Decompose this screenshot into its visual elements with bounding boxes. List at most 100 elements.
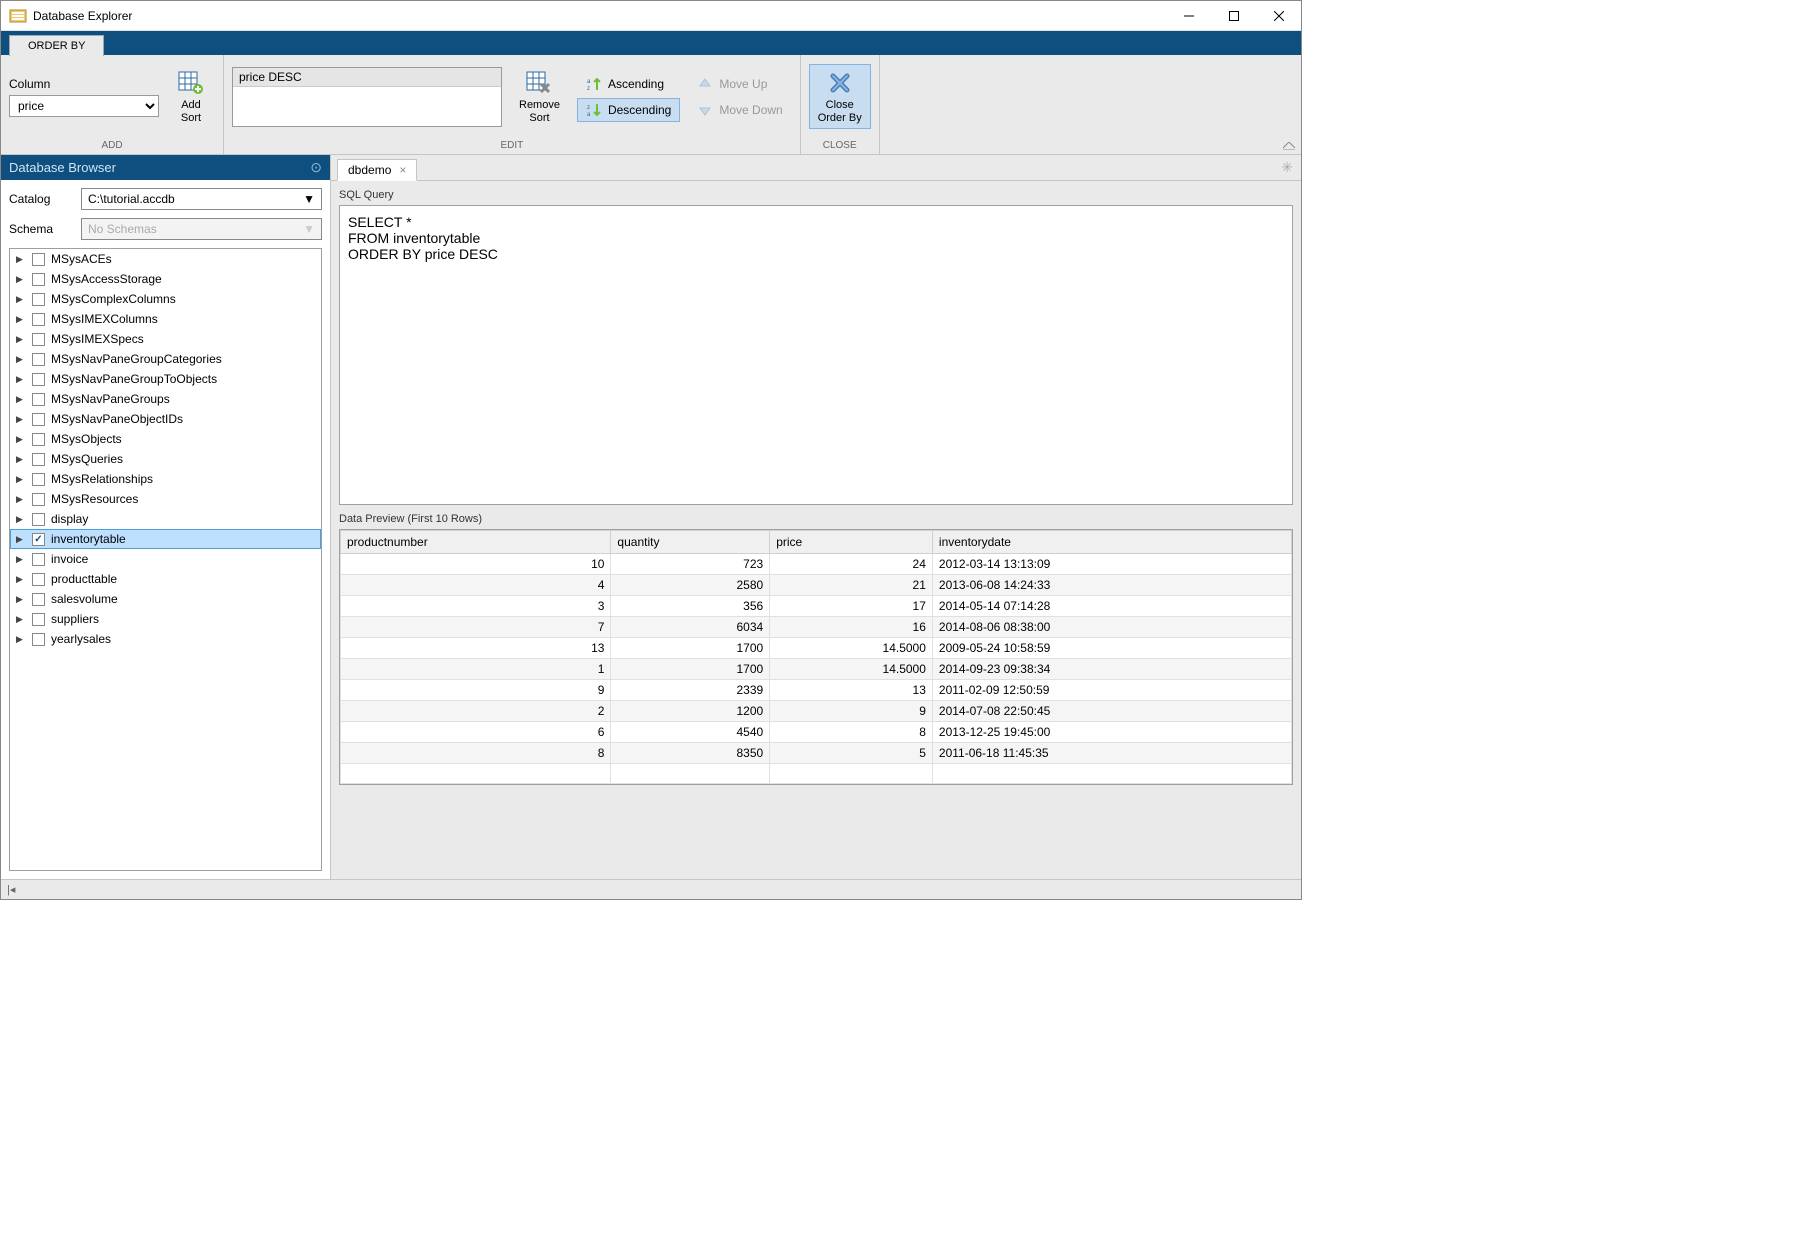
- expand-icon[interactable]: ▶: [16, 294, 26, 305]
- tree-item[interactable]: ▶producttable: [10, 569, 321, 589]
- tree-checkbox[interactable]: [32, 353, 45, 366]
- remove-sort-button[interactable]: Remove Sort: [510, 64, 569, 128]
- expand-icon[interactable]: ▶: [16, 314, 26, 325]
- panel-menu-icon[interactable]: ⊙: [310, 159, 322, 176]
- tab-options-icon[interactable]: ✳: [1281, 159, 1293, 176]
- table-row[interactable]: 6454082013-12-25 19:45:00: [341, 722, 1292, 743]
- tree-checkbox[interactable]: [32, 533, 45, 546]
- tree-checkbox[interactable]: [32, 293, 45, 306]
- tree-item[interactable]: ▶ MSysNavPaneGroups: [10, 389, 321, 409]
- tree-item[interactable]: ▶MSysRelationships: [10, 469, 321, 489]
- catalog-select[interactable]: C:\tutorial.accdb ▼: [81, 188, 322, 210]
- tree-item[interactable]: ▶MSysResources: [10, 489, 321, 509]
- expand-icon[interactable]: ▶: [16, 274, 26, 285]
- tree-checkbox[interactable]: [32, 473, 45, 486]
- expand-icon[interactable]: ▶: [16, 454, 26, 465]
- tree-checkbox[interactable]: [32, 433, 45, 446]
- tab-close-icon[interactable]: ×: [399, 163, 406, 177]
- close-icon: [826, 69, 854, 97]
- tree-checkbox[interactable]: [32, 453, 45, 466]
- maximize-button[interactable]: [1211, 1, 1256, 30]
- tree-item[interactable]: ▶MSysNavPaneObjectIDs: [10, 409, 321, 429]
- sort-list-item[interactable]: price DESC: [233, 68, 501, 87]
- expand-icon[interactable]: ▶: [16, 634, 26, 645]
- tree-item[interactable]: ▶MSysACEs: [10, 249, 321, 269]
- tree-item[interactable]: ▶MSysComplexColumns: [10, 289, 321, 309]
- tree-item[interactable]: ▶inventorytable: [10, 529, 321, 549]
- expand-icon[interactable]: ▶: [16, 514, 26, 525]
- tree-item[interactable]: ▶MSysQueries: [10, 449, 321, 469]
- tree-checkbox[interactable]: [32, 253, 45, 266]
- tree-item[interactable]: ▶suppliers: [10, 609, 321, 629]
- descending-button[interactable]: za Descending: [577, 98, 680, 122]
- tree-checkbox[interactable]: [32, 413, 45, 426]
- tree-checkbox[interactable]: [32, 333, 45, 346]
- tree-checkbox[interactable]: [32, 593, 45, 606]
- tree-checkbox[interactable]: [32, 373, 45, 386]
- table-row[interactable]: 1170014.50002014-09-23 09:38:34: [341, 659, 1292, 680]
- expand-icon[interactable]: ▶: [16, 554, 26, 565]
- tree-item-label: MSysNavPaneGroups: [51, 392, 170, 406]
- close-button[interactable]: [1256, 1, 1301, 30]
- expand-icon[interactable]: ▶: [16, 614, 26, 625]
- tree-checkbox[interactable]: [32, 493, 45, 506]
- expand-icon[interactable]: ▶: [16, 494, 26, 505]
- ribbon-collapse-button[interactable]: [1283, 55, 1301, 154]
- table-cell: 2013-06-08 14:24:33: [932, 575, 1291, 596]
- tree-item[interactable]: ▶invoice: [10, 549, 321, 569]
- column-header[interactable]: price: [770, 531, 933, 554]
- statusbar-left-icon[interactable]: |◂: [7, 883, 15, 896]
- column-header[interactable]: quantity: [611, 531, 770, 554]
- expand-icon[interactable]: ▶: [16, 394, 26, 405]
- ribbon-tab-orderby[interactable]: ORDER BY: [9, 35, 104, 56]
- tree-item[interactable]: ▶MSysNavPaneGroupCategories: [10, 349, 321, 369]
- table-row[interactable]: 42580212013-06-08 14:24:33: [341, 575, 1292, 596]
- column-select[interactable]: price: [9, 95, 159, 117]
- tree-item[interactable]: ▶salesvolume: [10, 589, 321, 609]
- tree-checkbox[interactable]: [32, 633, 45, 646]
- tree-item[interactable]: ▶MSysIMEXSpecs: [10, 329, 321, 349]
- table-row[interactable]: 13170014.50002009-05-24 10:58:59: [341, 638, 1292, 659]
- table-row[interactable]: 3356172014-05-14 07:14:28: [341, 596, 1292, 617]
- expand-icon[interactable]: ▶: [16, 594, 26, 605]
- table-row[interactable]: 2120092014-07-08 22:50:45: [341, 701, 1292, 722]
- column-header[interactable]: productnumber: [341, 531, 611, 554]
- expand-icon[interactable]: ▶: [16, 534, 26, 545]
- tree-checkbox[interactable]: [32, 313, 45, 326]
- close-orderby-button[interactable]: Close Order By: [809, 64, 871, 128]
- expand-icon[interactable]: ▶: [16, 354, 26, 365]
- expand-icon[interactable]: ▶: [16, 334, 26, 345]
- tree-item[interactable]: ▶yearlysales: [10, 629, 321, 649]
- tree-item[interactable]: ▶MSysNavPaneGroupToObjects: [10, 369, 321, 389]
- expand-icon[interactable]: ▶: [16, 474, 26, 485]
- column-header[interactable]: inventorydate: [932, 531, 1291, 554]
- tree-item[interactable]: ▶MSysIMEXColumns: [10, 309, 321, 329]
- tree-item[interactable]: ▶MSysAccessStorage: [10, 269, 321, 289]
- expand-icon[interactable]: ▶: [16, 434, 26, 445]
- minimize-button[interactable]: [1166, 1, 1211, 30]
- tree-checkbox[interactable]: [32, 273, 45, 286]
- sql-query-editor[interactable]: SELECT * FROM inventorytable ORDER BY pr…: [339, 205, 1293, 505]
- table-cell: 1700: [611, 638, 770, 659]
- table-tree[interactable]: ▶MSysACEs▶MSysAccessStorage▶MSysComplexC…: [9, 248, 322, 871]
- tree-item[interactable]: ▶display: [10, 509, 321, 529]
- document-tab[interactable]: dbdemo ×: [337, 159, 417, 181]
- tree-checkbox[interactable]: [32, 613, 45, 626]
- expand-icon[interactable]: ▶: [16, 254, 26, 265]
- expand-icon[interactable]: ▶: [16, 574, 26, 585]
- table-cell: 723: [611, 554, 770, 575]
- ascending-button[interactable]: az Ascending: [577, 72, 680, 96]
- table-row[interactable]: 8835052011-06-18 11:45:35: [341, 743, 1292, 764]
- table-row[interactable]: 76034162014-08-06 08:38:00: [341, 617, 1292, 638]
- tree-checkbox[interactable]: [32, 393, 45, 406]
- table-row[interactable]: 92339132011-02-09 12:50:59: [341, 680, 1292, 701]
- tree-checkbox[interactable]: [32, 513, 45, 526]
- expand-icon[interactable]: ▶: [16, 374, 26, 385]
- add-sort-button[interactable]: Add Sort: [167, 64, 215, 128]
- tree-checkbox[interactable]: [32, 553, 45, 566]
- table-row[interactable]: 10723242012-03-14 13:13:09: [341, 554, 1292, 575]
- sort-list[interactable]: price DESC: [232, 67, 502, 127]
- expand-icon[interactable]: ▶: [16, 414, 26, 425]
- tree-checkbox[interactable]: [32, 573, 45, 586]
- tree-item[interactable]: ▶MSysObjects: [10, 429, 321, 449]
